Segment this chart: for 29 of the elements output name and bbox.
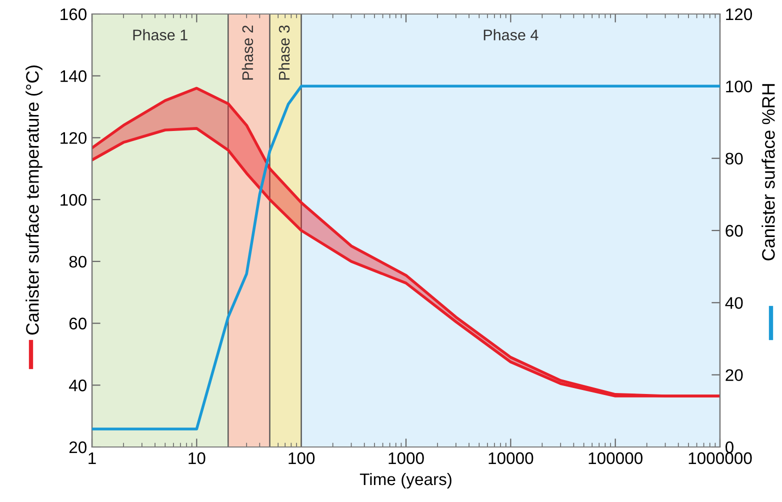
y2-tick-label: 120 [726, 8, 752, 20]
y2-tick-label: 100 [726, 80, 752, 92]
x-tick-label: 100 [288, 452, 315, 464]
y2-tick-label: 60 [726, 224, 743, 237]
band-label: Phase 4 [484, 29, 538, 40]
y-tick-label: 100 [60, 194, 86, 206]
y2-tick-label: 40 [725, 297, 743, 309]
y2-tick-label: 0 [726, 441, 734, 454]
y-tick-label: 20 [69, 441, 86, 454]
y2-tick-label: 80 [726, 152, 743, 165]
y-tick-label: 40 [68, 380, 86, 392]
band-label: Phase 1 [133, 29, 188, 40]
x-tick-label: 10 [188, 452, 206, 464]
y-tick-label: 140 [60, 70, 86, 82]
y-tick-label: 60 [69, 318, 86, 330]
y2-tick-label: 20 [726, 369, 743, 382]
band-label: Phase 3 [278, 25, 290, 80]
x-tick-label: 10000 [488, 452, 534, 464]
y2-axis-title: Canister surface %RH [762, 84, 775, 260]
y-tick-label: 120 [60, 132, 86, 144]
x-tick-label: 100000 [588, 452, 642, 464]
x-tick-label: 1000000 [688, 452, 752, 464]
y-tick-label: 80 [69, 256, 86, 268]
x-tick-label: 1 [88, 452, 96, 464]
y-axis-title: Canister surface temperature (°C) [26, 66, 42, 335]
band-label: Phase 2 [242, 26, 254, 80]
y-tick-label: 160 [60, 8, 86, 20]
x-tick-label: 1000 [388, 452, 424, 464]
x-axis-title: Time (years) [360, 472, 452, 488]
